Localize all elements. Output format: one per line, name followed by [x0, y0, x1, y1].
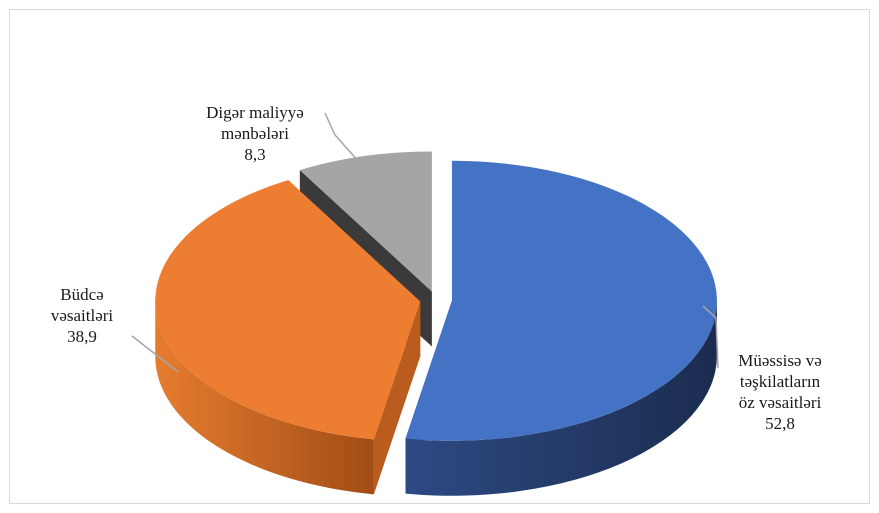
slice-budce-side	[155, 301, 374, 495]
slice-budce	[155, 180, 421, 495]
data-label-text: təşkilatların	[740, 372, 821, 391]
slice-budce-cut-face-0	[373, 301, 421, 495]
data-label-value: 38,9	[67, 327, 97, 346]
data-label-text: Büdcə	[60, 285, 103, 304]
leader-line-budce	[131, 335, 179, 373]
slice-muessise-side	[405, 300, 717, 496]
slice-muessise	[405, 160, 717, 496]
data-label-muessise: Müəssisə və təşkilatların öz vəsaitləri 52,…	[738, 351, 822, 433]
data-label-text: vəsaitləri	[51, 306, 114, 325]
data-label-budce: Büdcə vəsaitləri 38,9	[51, 285, 114, 346]
slice-muessise-top	[405, 160, 717, 441]
slice-diger-top	[299, 151, 432, 292]
data-label-text: mənbələri	[221, 124, 289, 143]
data-label-text: öz vəsaitləri	[739, 393, 822, 412]
slice-budce-top	[155, 180, 421, 440]
data-label-text: Müəssisə və	[738, 351, 822, 370]
data-label-diger: Digər maliyyə mənbələri 8,3	[206, 103, 304, 164]
leader-line-muessise	[702, 305, 719, 369]
leader-line-diger	[324, 112, 361, 164]
data-label-value: 8,3	[244, 145, 265, 164]
data-label-value: 52,8	[765, 414, 795, 433]
data-label-text: Digər maliyyə	[206, 103, 304, 122]
